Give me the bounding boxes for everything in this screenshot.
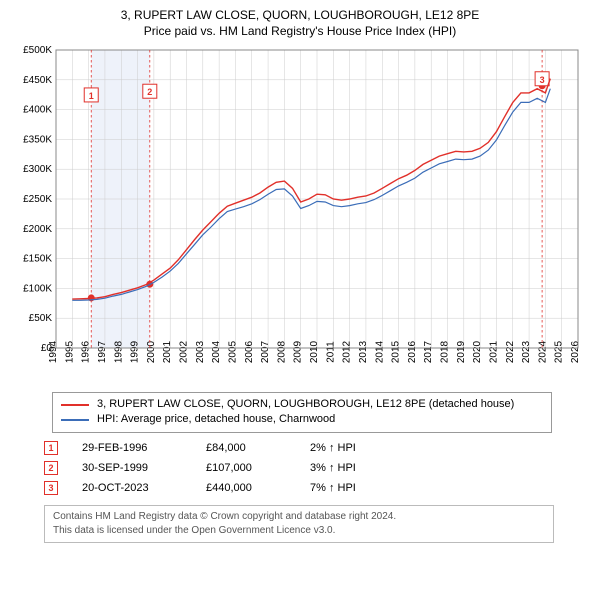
svg-text:2000: 2000 xyxy=(146,340,157,363)
svg-text:£200K: £200K xyxy=(23,224,52,235)
svg-text:2008: 2008 xyxy=(276,340,287,363)
transaction-date: 20-OCT-2023 xyxy=(82,482,182,494)
legend-swatch xyxy=(61,404,89,406)
chart-title-block: 3, RUPERT LAW CLOSE, QUORN, LOUGHBOROUGH… xyxy=(12,8,588,38)
svg-text:2004: 2004 xyxy=(211,340,222,363)
svg-text:2006: 2006 xyxy=(244,340,255,363)
transaction-price: £84,000 xyxy=(206,442,286,454)
svg-text:2002: 2002 xyxy=(179,340,190,363)
transaction-price: £440,000 xyxy=(206,482,286,494)
svg-text:2018: 2018 xyxy=(440,340,451,363)
svg-text:2023: 2023 xyxy=(521,340,532,363)
svg-text:2026: 2026 xyxy=(570,340,581,363)
svg-text:2015: 2015 xyxy=(391,340,402,363)
footer-line: This data is licensed under the Open Gov… xyxy=(53,524,545,538)
svg-text:1: 1 xyxy=(89,91,94,101)
svg-text:2020: 2020 xyxy=(472,340,483,363)
svg-text:£500K: £500K xyxy=(23,45,52,56)
transaction-marker-icon: 1 xyxy=(44,441,58,455)
svg-text:1998: 1998 xyxy=(113,340,124,363)
legend-item: HPI: Average price, detached house, Char… xyxy=(61,412,543,427)
svg-text:2009: 2009 xyxy=(293,340,304,363)
svg-text:2013: 2013 xyxy=(358,340,369,363)
transaction-pct: 2% ↑ HPI xyxy=(310,442,400,454)
svg-text:2024: 2024 xyxy=(537,340,548,363)
legend-item: 3, RUPERT LAW CLOSE, QUORN, LOUGHBOROUGH… xyxy=(61,397,543,412)
svg-text:2025: 2025 xyxy=(554,340,565,363)
svg-text:2022: 2022 xyxy=(505,340,516,363)
svg-text:£350K: £350K xyxy=(23,134,52,145)
transaction-price: £107,000 xyxy=(206,462,286,474)
transaction-row: 2 30-SEP-1999 £107,000 3% ↑ HPI xyxy=(44,461,588,475)
svg-text:£400K: £400K xyxy=(23,105,52,116)
transaction-marker-icon: 3 xyxy=(44,481,58,495)
svg-text:1996: 1996 xyxy=(81,340,92,363)
svg-text:2007: 2007 xyxy=(260,340,271,363)
chart-title-line1: 3, RUPERT LAW CLOSE, QUORN, LOUGHBOROUGH… xyxy=(12,8,588,22)
svg-text:2021: 2021 xyxy=(488,340,499,363)
svg-text:£150K: £150K xyxy=(23,254,52,265)
transactions-table: 1 29-FEB-1996 £84,000 2% ↑ HPI 2 30-SEP-… xyxy=(44,441,588,495)
svg-text:2014: 2014 xyxy=(374,340,385,363)
svg-text:2012: 2012 xyxy=(342,340,353,363)
svg-text:£100K: £100K xyxy=(23,283,52,294)
transaction-pct: 3% ↑ HPI xyxy=(310,462,400,474)
svg-text:2011: 2011 xyxy=(325,341,336,363)
svg-text:1997: 1997 xyxy=(97,340,108,363)
legend-label: 3, RUPERT LAW CLOSE, QUORN, LOUGHBOROUGH… xyxy=(97,397,514,412)
transaction-date: 29-FEB-1996 xyxy=(82,442,182,454)
svg-text:2: 2 xyxy=(147,87,152,97)
transaction-date: 30-SEP-1999 xyxy=(82,462,182,474)
svg-text:2010: 2010 xyxy=(309,340,320,363)
chart-area: £0£50K£100K£150K£200K£250K£300K£350K£400… xyxy=(12,44,588,384)
footer-line: Contains HM Land Registry data © Crown c… xyxy=(53,510,545,524)
svg-text:2016: 2016 xyxy=(407,340,418,363)
transaction-pct: 7% ↑ HPI xyxy=(310,482,400,494)
legend-label: HPI: Average price, detached house, Char… xyxy=(97,412,335,427)
svg-text:2019: 2019 xyxy=(456,340,467,363)
price-chart-svg: £0£50K£100K£150K£200K£250K£300K£350K£400… xyxy=(12,44,588,384)
attribution-footer: Contains HM Land Registry data © Crown c… xyxy=(44,505,554,543)
svg-text:2017: 2017 xyxy=(423,340,434,363)
chart-title-line2: Price paid vs. HM Land Registry's House … xyxy=(12,24,588,38)
svg-text:1999: 1999 xyxy=(130,340,141,363)
svg-text:1994: 1994 xyxy=(48,340,59,363)
svg-text:2005: 2005 xyxy=(227,340,238,363)
transaction-marker-icon: 2 xyxy=(44,461,58,475)
transaction-row: 3 20-OCT-2023 £440,000 7% ↑ HPI xyxy=(44,481,588,495)
svg-text:£250K: £250K xyxy=(23,194,52,205)
legend: 3, RUPERT LAW CLOSE, QUORN, LOUGHBOROUGH… xyxy=(52,392,552,433)
legend-swatch xyxy=(61,419,89,421)
svg-text:£450K: £450K xyxy=(23,75,52,86)
svg-text:£300K: £300K xyxy=(23,164,52,175)
svg-text:2003: 2003 xyxy=(195,340,206,363)
svg-text:£50K: £50K xyxy=(29,313,53,324)
svg-text:2001: 2001 xyxy=(162,340,173,363)
transaction-row: 1 29-FEB-1996 £84,000 2% ↑ HPI xyxy=(44,441,588,455)
svg-text:1995: 1995 xyxy=(64,340,75,363)
svg-text:3: 3 xyxy=(540,75,545,85)
